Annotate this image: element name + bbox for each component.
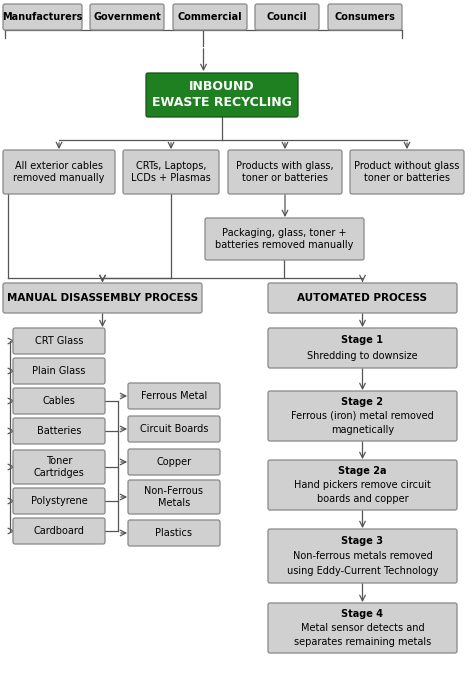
FancyBboxPatch shape — [13, 358, 105, 384]
FancyBboxPatch shape — [268, 460, 457, 510]
Text: INBOUND
EWASTE RECYCLING: INBOUND EWASTE RECYCLING — [152, 81, 292, 110]
FancyBboxPatch shape — [228, 150, 342, 194]
Text: Plain Glass: Plain Glass — [32, 366, 86, 376]
Text: Products with glass,
toner or batteries: Products with glass, toner or batteries — [236, 161, 334, 183]
Text: Metal sensor detects and: Metal sensor detects and — [301, 623, 424, 633]
Text: All exterior cables
removed manually: All exterior cables removed manually — [13, 161, 105, 183]
FancyBboxPatch shape — [128, 416, 220, 442]
Text: Stage 2: Stage 2 — [341, 397, 383, 407]
Text: Non-Ferrous
Metals: Non-Ferrous Metals — [145, 486, 203, 508]
FancyBboxPatch shape — [128, 520, 220, 546]
Text: boards and copper: boards and copper — [317, 494, 408, 504]
FancyBboxPatch shape — [13, 388, 105, 414]
Text: Packaging, glass, toner +
batteries removed manually: Packaging, glass, toner + batteries remo… — [215, 227, 354, 250]
FancyBboxPatch shape — [328, 4, 402, 30]
FancyBboxPatch shape — [205, 218, 364, 260]
Text: Stage 4: Stage 4 — [341, 609, 383, 619]
FancyBboxPatch shape — [13, 450, 105, 484]
Text: Hand pickers remove circuit: Hand pickers remove circuit — [294, 480, 431, 490]
Text: Toner
Cartridges: Toner Cartridges — [34, 456, 84, 479]
Text: Government: Government — [93, 12, 161, 22]
Text: Non-ferrous metals removed: Non-ferrous metals removed — [292, 551, 432, 561]
Text: Manufacturers: Manufacturers — [2, 12, 82, 22]
Text: Polystyrene: Polystyrene — [31, 496, 87, 506]
Text: using Eddy-Current Technology: using Eddy-Current Technology — [287, 566, 438, 576]
FancyBboxPatch shape — [13, 418, 105, 444]
FancyBboxPatch shape — [128, 480, 220, 514]
Text: Stage 3: Stage 3 — [341, 536, 383, 546]
FancyBboxPatch shape — [128, 449, 220, 475]
Text: CRT Glass: CRT Glass — [35, 336, 83, 346]
FancyBboxPatch shape — [3, 150, 115, 194]
Text: magnetically: magnetically — [331, 425, 394, 435]
FancyBboxPatch shape — [173, 4, 247, 30]
FancyBboxPatch shape — [3, 4, 82, 30]
Text: Copper: Copper — [156, 457, 191, 467]
FancyBboxPatch shape — [90, 4, 164, 30]
Text: Batteries: Batteries — [37, 426, 81, 436]
FancyBboxPatch shape — [146, 73, 298, 117]
FancyBboxPatch shape — [13, 328, 105, 354]
FancyBboxPatch shape — [3, 283, 202, 313]
Text: Ferrous Metal: Ferrous Metal — [141, 391, 207, 401]
FancyBboxPatch shape — [268, 529, 457, 583]
Text: Stage 2a: Stage 2a — [338, 466, 387, 476]
FancyBboxPatch shape — [13, 518, 105, 544]
FancyBboxPatch shape — [350, 150, 464, 194]
Text: Product without glass
toner or batteries: Product without glass toner or batteries — [354, 161, 460, 183]
FancyBboxPatch shape — [255, 4, 319, 30]
FancyBboxPatch shape — [268, 603, 457, 653]
Text: Council: Council — [267, 12, 307, 22]
Text: Cables: Cables — [43, 396, 75, 406]
Text: Cardboard: Cardboard — [34, 526, 84, 536]
Text: separates remaining metals: separates remaining metals — [294, 637, 431, 647]
FancyBboxPatch shape — [128, 383, 220, 409]
Text: AUTOMATED PROCESS: AUTOMATED PROCESS — [298, 293, 428, 303]
Text: Plastics: Plastics — [155, 528, 192, 538]
Text: Consumers: Consumers — [335, 12, 395, 22]
Text: Shredding to downsize: Shredding to downsize — [307, 351, 418, 361]
Text: MANUAL DISASSEMBLY PROCESS: MANUAL DISASSEMBLY PROCESS — [7, 293, 198, 303]
Text: CRTs, Laptops,
LCDs + Plasmas: CRTs, Laptops, LCDs + Plasmas — [131, 161, 211, 183]
Text: Stage 1: Stage 1 — [341, 335, 383, 345]
FancyBboxPatch shape — [123, 150, 219, 194]
Text: Circuit Boards: Circuit Boards — [140, 424, 208, 434]
Text: Commercial: Commercial — [178, 12, 242, 22]
FancyBboxPatch shape — [268, 328, 457, 368]
FancyBboxPatch shape — [268, 391, 457, 441]
FancyBboxPatch shape — [13, 488, 105, 514]
FancyBboxPatch shape — [268, 283, 457, 313]
Text: Ferrous (iron) metal removed: Ferrous (iron) metal removed — [291, 411, 434, 421]
